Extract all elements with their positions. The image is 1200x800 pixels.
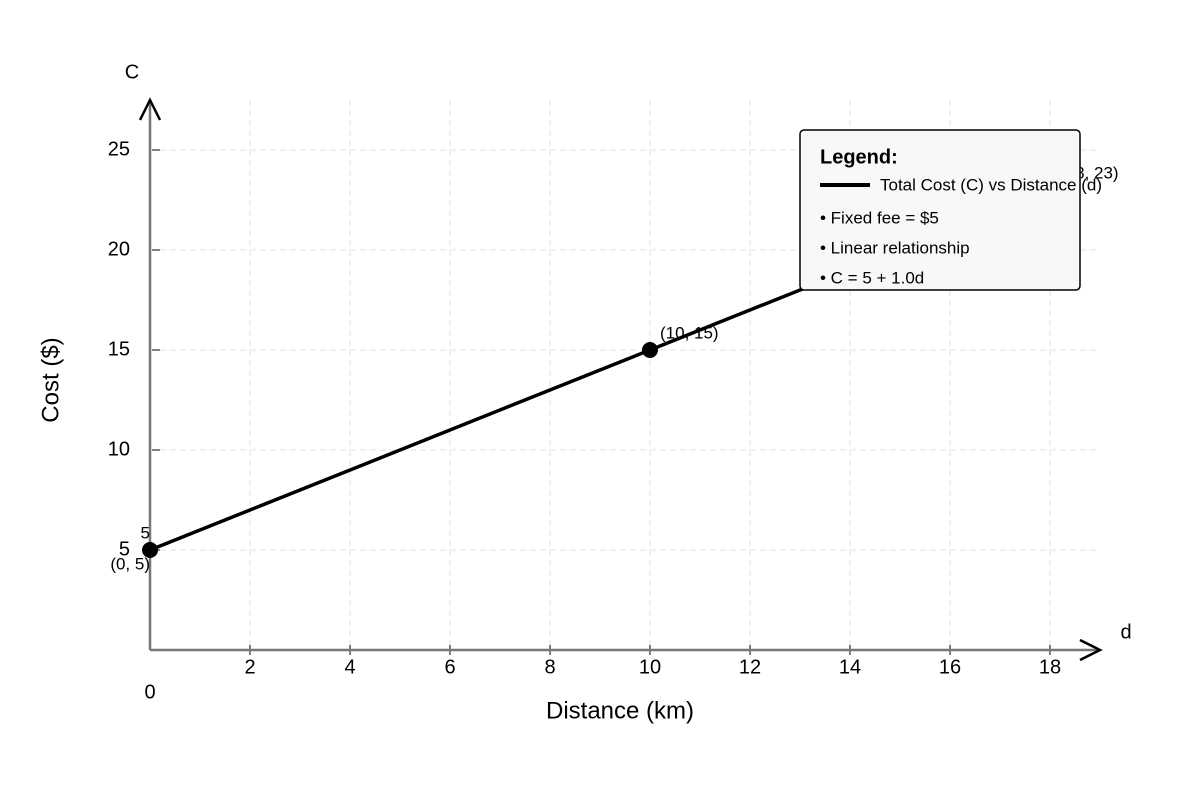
x-tick-label: 18 [1039,656,1061,678]
x-tick-label: 2 [244,656,255,678]
legend-title: Legend: [820,146,898,168]
legend-entry: Total Cost (C) vs Distance (d) [880,175,1102,194]
legend-note: • Fixed fee = $5 [820,208,939,227]
y-tick-label: 20 [108,238,130,260]
y-axis-arrow [138,97,162,121]
y-axis-name: C [125,61,139,83]
intercept-label: 5 [141,523,150,542]
x-axis-title: Distance (km) [546,697,694,724]
data-point [642,342,658,358]
x-tick-label: 10 [639,656,661,678]
y-tick-label: 5 [119,538,130,560]
y-tick-label: 10 [108,438,130,460]
x-tick-label: 6 [444,656,455,678]
y-tick-label: 25 [108,138,130,160]
x-tick-label: 8 [544,656,555,678]
legend-box [799,129,1081,291]
data-point [142,542,158,558]
x-tick-label: 12 [739,656,761,678]
y-axis-title: Cost ($) [37,337,64,422]
legend-note: • C = 5 + 1.0d [820,268,924,287]
legend-note: • Linear relationship [820,238,970,257]
point-label: (10, 15) [660,323,719,342]
y-tick-label: 15 [108,338,130,360]
origin-label: 0 [144,681,155,703]
x-tick-label: 14 [839,656,861,678]
x-tick-label: 4 [344,656,355,678]
x-axis-name: d [1120,621,1131,643]
legend: Legend: Total Cost (C) vs Distance (d) • F… [799,129,1102,291]
x-axis-arrow [1079,638,1103,662]
x-tick-label: 16 [939,656,961,678]
point-label: (0, 5) [110,554,150,573]
